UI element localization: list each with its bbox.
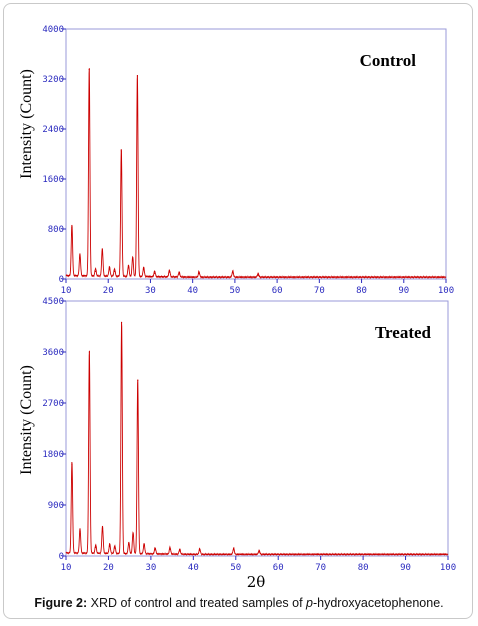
control-x-tick-label: 20 [103,286,114,296]
caption-text-before: XRD of control and treated samples of [87,596,307,610]
treated-peak-8 [128,544,130,546]
treated-x-tick-label: 60 [273,563,284,573]
treated-xrd-trace [65,321,449,557]
control-peak-2 [88,69,90,71]
control-y-tick-label: 2400 [42,125,64,135]
control-plot-frame [65,28,447,280]
control-peak-14 [178,273,180,275]
treated-plot-frame [65,300,449,557]
control-peak-12 [154,272,156,274]
control-y-tick-label: 1600 [42,175,64,185]
control-x-tick-label: 50 [229,286,240,296]
control-peak-5 [108,269,111,271]
treated-x-tick-label: 70 [315,563,326,573]
control-peak-13 [168,271,171,273]
control-xrd-trace [65,68,447,280]
treated-peak-0 [71,463,73,465]
control-y-tick-label: 3200 [42,75,64,85]
caption-italic: p [306,596,313,610]
treated-peak-13 [169,548,171,550]
treated-x-tick-label: 30 [145,563,156,573]
control-x-tick-label: 30 [145,286,156,296]
treated-x-tick-label: 90 [400,563,411,573]
control-x-tick-label: 100 [438,286,454,296]
treated-peak-17 [258,551,260,553]
treated-panel: Intensity (Count) Treated 2θ 0 900 1800 270… [18,297,456,591]
treated-title: Treated [375,323,432,342]
control-peak-6 [113,270,116,273]
treated-y-tick-label: 2700 [42,399,64,409]
control-y-axis-label: Intensity (Count) [18,69,35,179]
control-x-tick-label: 90 [398,286,409,296]
control-peak-0 [71,227,73,229]
control-peak-17 [257,274,259,276]
control-peak-11 [143,269,145,271]
treated-peak-7 [121,321,123,324]
treated-peak-6 [114,547,116,549]
control-x-tick-label: 80 [356,286,367,296]
control-x-tick-label: 70 [314,286,325,296]
treated-peak-4 [101,528,104,530]
treated-peak-3 [95,546,97,549]
control-peak-9 [132,258,134,260]
treated-peak-16 [233,549,235,551]
figure-caption: Figure 2: XRD of control and treated sam… [0,596,478,610]
control-peak-7 [120,150,122,152]
treated-y-axis-label: Intensity (Count) [18,365,35,475]
treated-peak-11 [143,545,145,547]
control-x-tick-label: 40 [187,286,198,296]
control-peak-3 [94,270,97,273]
control-peak-8 [127,267,130,269]
treated-x-tick-label: 20 [103,563,114,573]
treated-peak-5 [109,545,111,547]
control-peak-15 [198,272,200,274]
treated-peak-10 [137,379,139,381]
control-peak-16 [232,272,234,274]
caption-label: Figure 2: [34,596,88,610]
control-peak-1 [79,256,81,258]
treated-peak-9 [132,533,134,536]
treated-x-tick-label: 10 [61,563,72,573]
control-peak-10 [136,75,138,77]
control-y-tick-label: 0 [59,275,64,285]
figure-frame [3,3,473,619]
control-title: Control [360,51,417,70]
control-y-tick-label: 4000 [42,25,64,35]
treated-x-tick-label: 80 [358,563,369,573]
treated-peak-12 [154,549,156,551]
treated-x-tick-label: 50 [230,563,241,573]
control-y-tick-label: 800 [48,225,64,235]
treated-x-tick-label: 100 [440,563,456,573]
x-axis-label: 2θ [247,573,266,591]
control-x-tick-label: 10 [61,286,72,296]
treated-peak-2 [88,351,90,353]
treated-y-tick-label: 1800 [42,450,64,460]
treated-y-tick-label: 4500 [42,297,64,307]
control-peak-4 [101,250,103,253]
treated-peak-1 [79,531,81,533]
treated-y-tick-label: 900 [48,501,64,511]
treated-peak-15 [199,549,201,551]
control-panel: Intensity (Count) Control 0 800 1600 2400 32… [18,25,454,296]
treated-peak-14 [179,550,181,552]
caption-text-after: -hydroxyacetophenone. [312,596,444,610]
treated-y-tick-label: 3600 [42,348,64,358]
control-x-tick-label: 60 [272,286,283,296]
treated-x-tick-label: 40 [188,563,199,573]
treated-y-tick-label: 0 [59,552,64,562]
